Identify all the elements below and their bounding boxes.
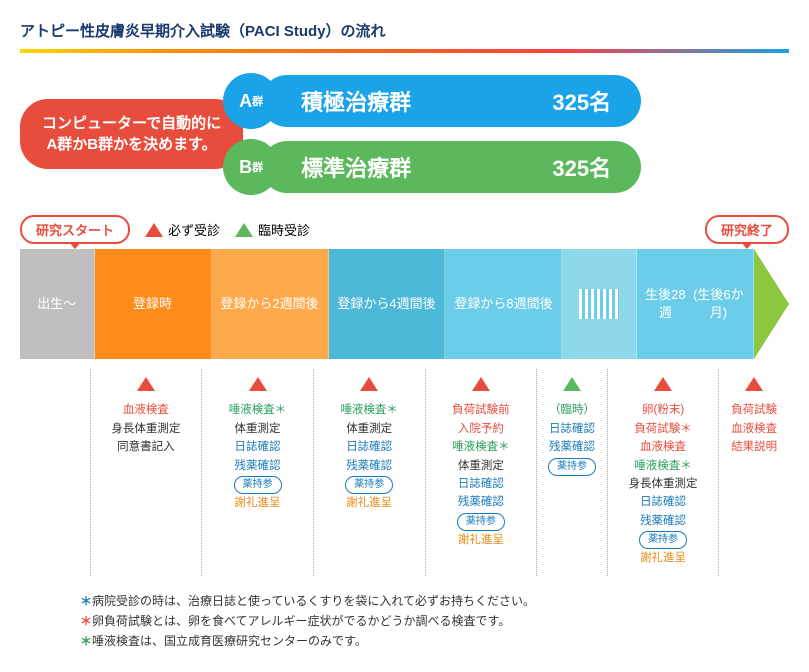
arrow-head-icon (754, 249, 789, 359)
pill-label: 薬持参 (234, 476, 282, 494)
randomize-line2: A群かB群かを決めます。 (42, 134, 221, 155)
timeline: 出生～登録時登録から2週間後登録から4週間後登録から8週間後生後28週(生後6か… (20, 249, 789, 359)
detail-text: 謝礼進呈 (430, 531, 533, 549)
detail-text: 体重測定 (430, 457, 533, 475)
pill-label: 薬持参 (345, 476, 393, 494)
pill-label: 薬持参 (639, 531, 687, 549)
detail-text: 日誌確認 (430, 475, 533, 493)
detail-text: 結果説明 (723, 438, 785, 456)
randomize-note: コンピューターで自動的に A群かB群かを決めます。 (20, 99, 243, 169)
timeline-cell-6: 生後28週(生後6か月) (637, 249, 754, 359)
timeline-cell-4: 登録から8週間後 (445, 249, 562, 359)
group-name: 標準治療群 (301, 151, 411, 183)
detail-text: 日誌確認 (612, 493, 715, 511)
group-count: 325名 (552, 85, 611, 117)
detail-text: 体重測定 (318, 420, 421, 438)
timeline-cell-2: 登録から2週間後 (212, 249, 329, 359)
group-name: 積極治療群 (301, 85, 411, 117)
group-row-1: B群 標準治療群 325名 (223, 139, 641, 195)
randomize-line1: コンピューターで自動的に (42, 113, 221, 134)
detail-text: 血液検査 (612, 438, 715, 456)
pill-label: 薬持参 (548, 458, 596, 476)
detail-text: 残薬確認 (430, 493, 533, 511)
detail-text: 日誌確認 (206, 438, 309, 456)
group-circle: A群 (223, 73, 279, 129)
pill-label: 薬持参 (457, 513, 505, 531)
detail-text: 入院予約 (430, 420, 533, 438)
top-section: コンピューターで自動的に A群かB群かを決めます。 A群 積極治療群 325名 … (20, 73, 789, 195)
triangle-icon (137, 377, 155, 391)
legend-optional: 臨時受診 (235, 220, 310, 239)
detail-text: 謝礼進呈 (206, 494, 309, 512)
hatch-icon (579, 289, 619, 319)
detail-text: 身長体重測定 (612, 475, 715, 493)
groups: A群 積極治療群 325名 B群 標準治療群 325名 (223, 73, 641, 195)
group-count: 325名 (552, 151, 611, 183)
triangle-icon (563, 377, 581, 391)
detail-text: 同意書記入 (95, 438, 198, 456)
triangle-green-icon (235, 223, 253, 237)
detail-col-3: 唾液検査＊体重測定日誌確認残薬確認薬持参謝礼進呈 (314, 369, 426, 576)
details-row: 血液検査身長体重測定同意書記入唾液検査＊体重測定日誌確認残薬確認薬持参謝礼進呈唾… (20, 369, 789, 576)
detail-text: 唾液検査＊ (206, 401, 309, 419)
detail-text: 負荷試験前 (430, 401, 533, 419)
group-circle: B群 (223, 139, 279, 195)
triangle-icon (745, 377, 763, 391)
detail-col-5: （臨時）日誌確認残薬確認薬持参 (537, 369, 608, 576)
legend-must: 必ず受診 (145, 220, 220, 239)
detail-text: 血液検査 (723, 420, 785, 438)
start-tag: 研究スタート (20, 215, 130, 244)
detail-text: （臨時） (541, 401, 603, 419)
timeline-cell-0: 出生～ (20, 249, 95, 359)
detail-text: 負荷試験 (723, 401, 785, 419)
detail-col-4: 負荷試験前入院予約唾液検査＊体重測定日誌確認残薬確認薬持参謝礼進呈 (426, 369, 538, 576)
detail-col-0 (20, 369, 91, 576)
footnotes: ＊病院受診の時は、治療日誌と使っているくすりを袋に入れて必ずお持ちください。＊卵… (20, 591, 789, 652)
triangle-icon (472, 377, 490, 391)
triangle-icon (249, 377, 267, 391)
detail-text: 謝礼進呈 (318, 494, 421, 512)
triangle-red-icon (145, 223, 163, 237)
detail-text: 残薬確認 (612, 512, 715, 530)
timeline-cell-1: 登録時 (95, 249, 212, 359)
detail-text: 謝礼進呈 (612, 549, 715, 567)
end-tag: 研究終了 (705, 215, 789, 244)
footnote-2: ＊唾液検査は、国立成育医療研究センターのみです。 (80, 631, 789, 651)
detail-text: 残薬確認 (206, 457, 309, 475)
triangle-icon (360, 377, 378, 391)
detail-col-1: 血液検査身長体重測定同意書記入 (91, 369, 203, 576)
detail-col-7: 負荷試験血液検査結果説明 (719, 369, 789, 576)
timeline-cell-3: 登録から4週間後 (329, 249, 446, 359)
page-title: アトピー性皮膚炎早期介入試験（PACI Study）の流れ (20, 20, 789, 53)
group-pill: 標準治療群 325名 (261, 141, 641, 193)
detail-text: 卵(粉末) (612, 401, 715, 419)
footnote-1: ＊卵負荷試験とは、卵を食べてアレルギー症状がでるかどうか調べる検査です。 (80, 611, 789, 631)
detail-text: 残薬確認 (318, 457, 421, 475)
detail-text: 日誌確認 (541, 420, 603, 438)
legend-row: 研究スタート 必ず受診 臨時受診 研究終了 (20, 215, 789, 244)
group-row-0: A群 積極治療群 325名 (223, 73, 641, 129)
timeline-cell-5 (562, 249, 637, 359)
detail-col-6: 卵(粉末)負荷試験＊血液検査唾液検査＊身長体重測定日誌確認残薬確認薬持参謝礼進呈 (608, 369, 720, 576)
detail-text: 日誌確認 (318, 438, 421, 456)
detail-text: 血液検査 (95, 401, 198, 419)
detail-text: 唾液検査＊ (318, 401, 421, 419)
group-pill: 積極治療群 325名 (261, 75, 641, 127)
detail-text: 唾液検査＊ (612, 457, 715, 475)
detail-text: 負荷試験＊ (612, 420, 715, 438)
detail-text: 身長体重測定 (95, 420, 198, 438)
detail-text: 体重測定 (206, 420, 309, 438)
detail-col-2: 唾液検査＊体重測定日誌確認残薬確認薬持参謝礼進呈 (202, 369, 314, 576)
footnote-0: ＊病院受診の時は、治療日誌と使っているくすりを袋に入れて必ずお持ちください。 (80, 591, 789, 611)
detail-text: 唾液検査＊ (430, 438, 533, 456)
triangle-icon (654, 377, 672, 391)
detail-text: 残薬確認 (541, 438, 603, 456)
